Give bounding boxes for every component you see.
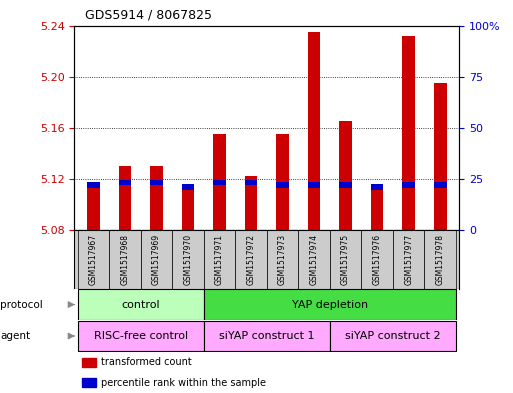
Bar — [434, 83, 446, 230]
Bar — [82, 378, 95, 387]
Text: transformed count: transformed count — [101, 357, 192, 367]
Text: GSM1517973: GSM1517973 — [278, 234, 287, 285]
Text: protocol: protocol — [0, 299, 43, 310]
Bar — [150, 180, 163, 185]
Text: siYAP construct 2: siYAP construct 2 — [345, 331, 441, 341]
Text: percentile rank within the sample: percentile rank within the sample — [101, 378, 266, 387]
Text: GDS5914 / 8067825: GDS5914 / 8067825 — [85, 9, 212, 22]
Text: RISC-free control: RISC-free control — [93, 331, 188, 341]
Bar — [402, 36, 415, 230]
Bar — [308, 32, 321, 230]
Bar — [204, 290, 456, 320]
Text: GSM1517969: GSM1517969 — [152, 234, 161, 285]
Bar — [330, 230, 361, 289]
Bar — [424, 230, 456, 289]
Text: GSM1517967: GSM1517967 — [89, 234, 98, 285]
Bar — [339, 182, 352, 187]
Bar — [308, 182, 321, 187]
Bar — [371, 184, 383, 189]
Bar — [402, 182, 415, 187]
Text: GSM1517971: GSM1517971 — [215, 234, 224, 285]
Text: agent: agent — [0, 331, 30, 341]
Text: GSM1517970: GSM1517970 — [184, 234, 192, 285]
Bar — [298, 230, 330, 289]
Bar — [119, 166, 131, 230]
Bar — [150, 166, 163, 230]
Bar — [172, 230, 204, 289]
Bar — [77, 321, 204, 351]
Bar — [77, 290, 204, 320]
Bar — [276, 182, 289, 187]
Bar — [213, 134, 226, 230]
Text: GSM1517972: GSM1517972 — [246, 234, 255, 285]
Text: GSM1517974: GSM1517974 — [309, 234, 319, 285]
Bar — [245, 176, 258, 230]
Bar — [204, 230, 235, 289]
Text: siYAP construct 1: siYAP construct 1 — [219, 331, 314, 341]
Text: GSM1517976: GSM1517976 — [372, 234, 382, 285]
Bar — [109, 230, 141, 289]
Bar — [204, 321, 330, 351]
Text: GSM1517975: GSM1517975 — [341, 234, 350, 285]
Bar — [371, 188, 383, 230]
Bar — [393, 230, 424, 289]
Bar — [87, 185, 100, 230]
Bar — [276, 134, 289, 230]
Text: control: control — [121, 299, 160, 310]
Text: GSM1517977: GSM1517977 — [404, 234, 413, 285]
Bar — [267, 230, 298, 289]
Bar — [182, 184, 194, 189]
Bar — [339, 121, 352, 230]
Bar — [141, 230, 172, 289]
Text: GSM1517968: GSM1517968 — [121, 234, 129, 285]
Bar — [87, 182, 100, 187]
Text: GSM1517978: GSM1517978 — [436, 234, 445, 285]
Bar — [245, 180, 258, 185]
Bar — [434, 182, 446, 187]
Bar — [213, 180, 226, 185]
Bar — [361, 230, 393, 289]
Text: YAP depletion: YAP depletion — [292, 299, 368, 310]
Bar — [182, 187, 194, 230]
Bar — [235, 230, 267, 289]
Bar — [82, 358, 95, 367]
Bar — [77, 230, 109, 289]
Bar — [330, 321, 456, 351]
Bar — [119, 180, 131, 185]
